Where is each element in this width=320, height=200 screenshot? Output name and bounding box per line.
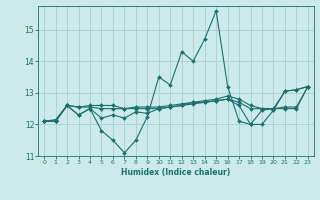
X-axis label: Humidex (Indice chaleur): Humidex (Indice chaleur) bbox=[121, 168, 231, 177]
